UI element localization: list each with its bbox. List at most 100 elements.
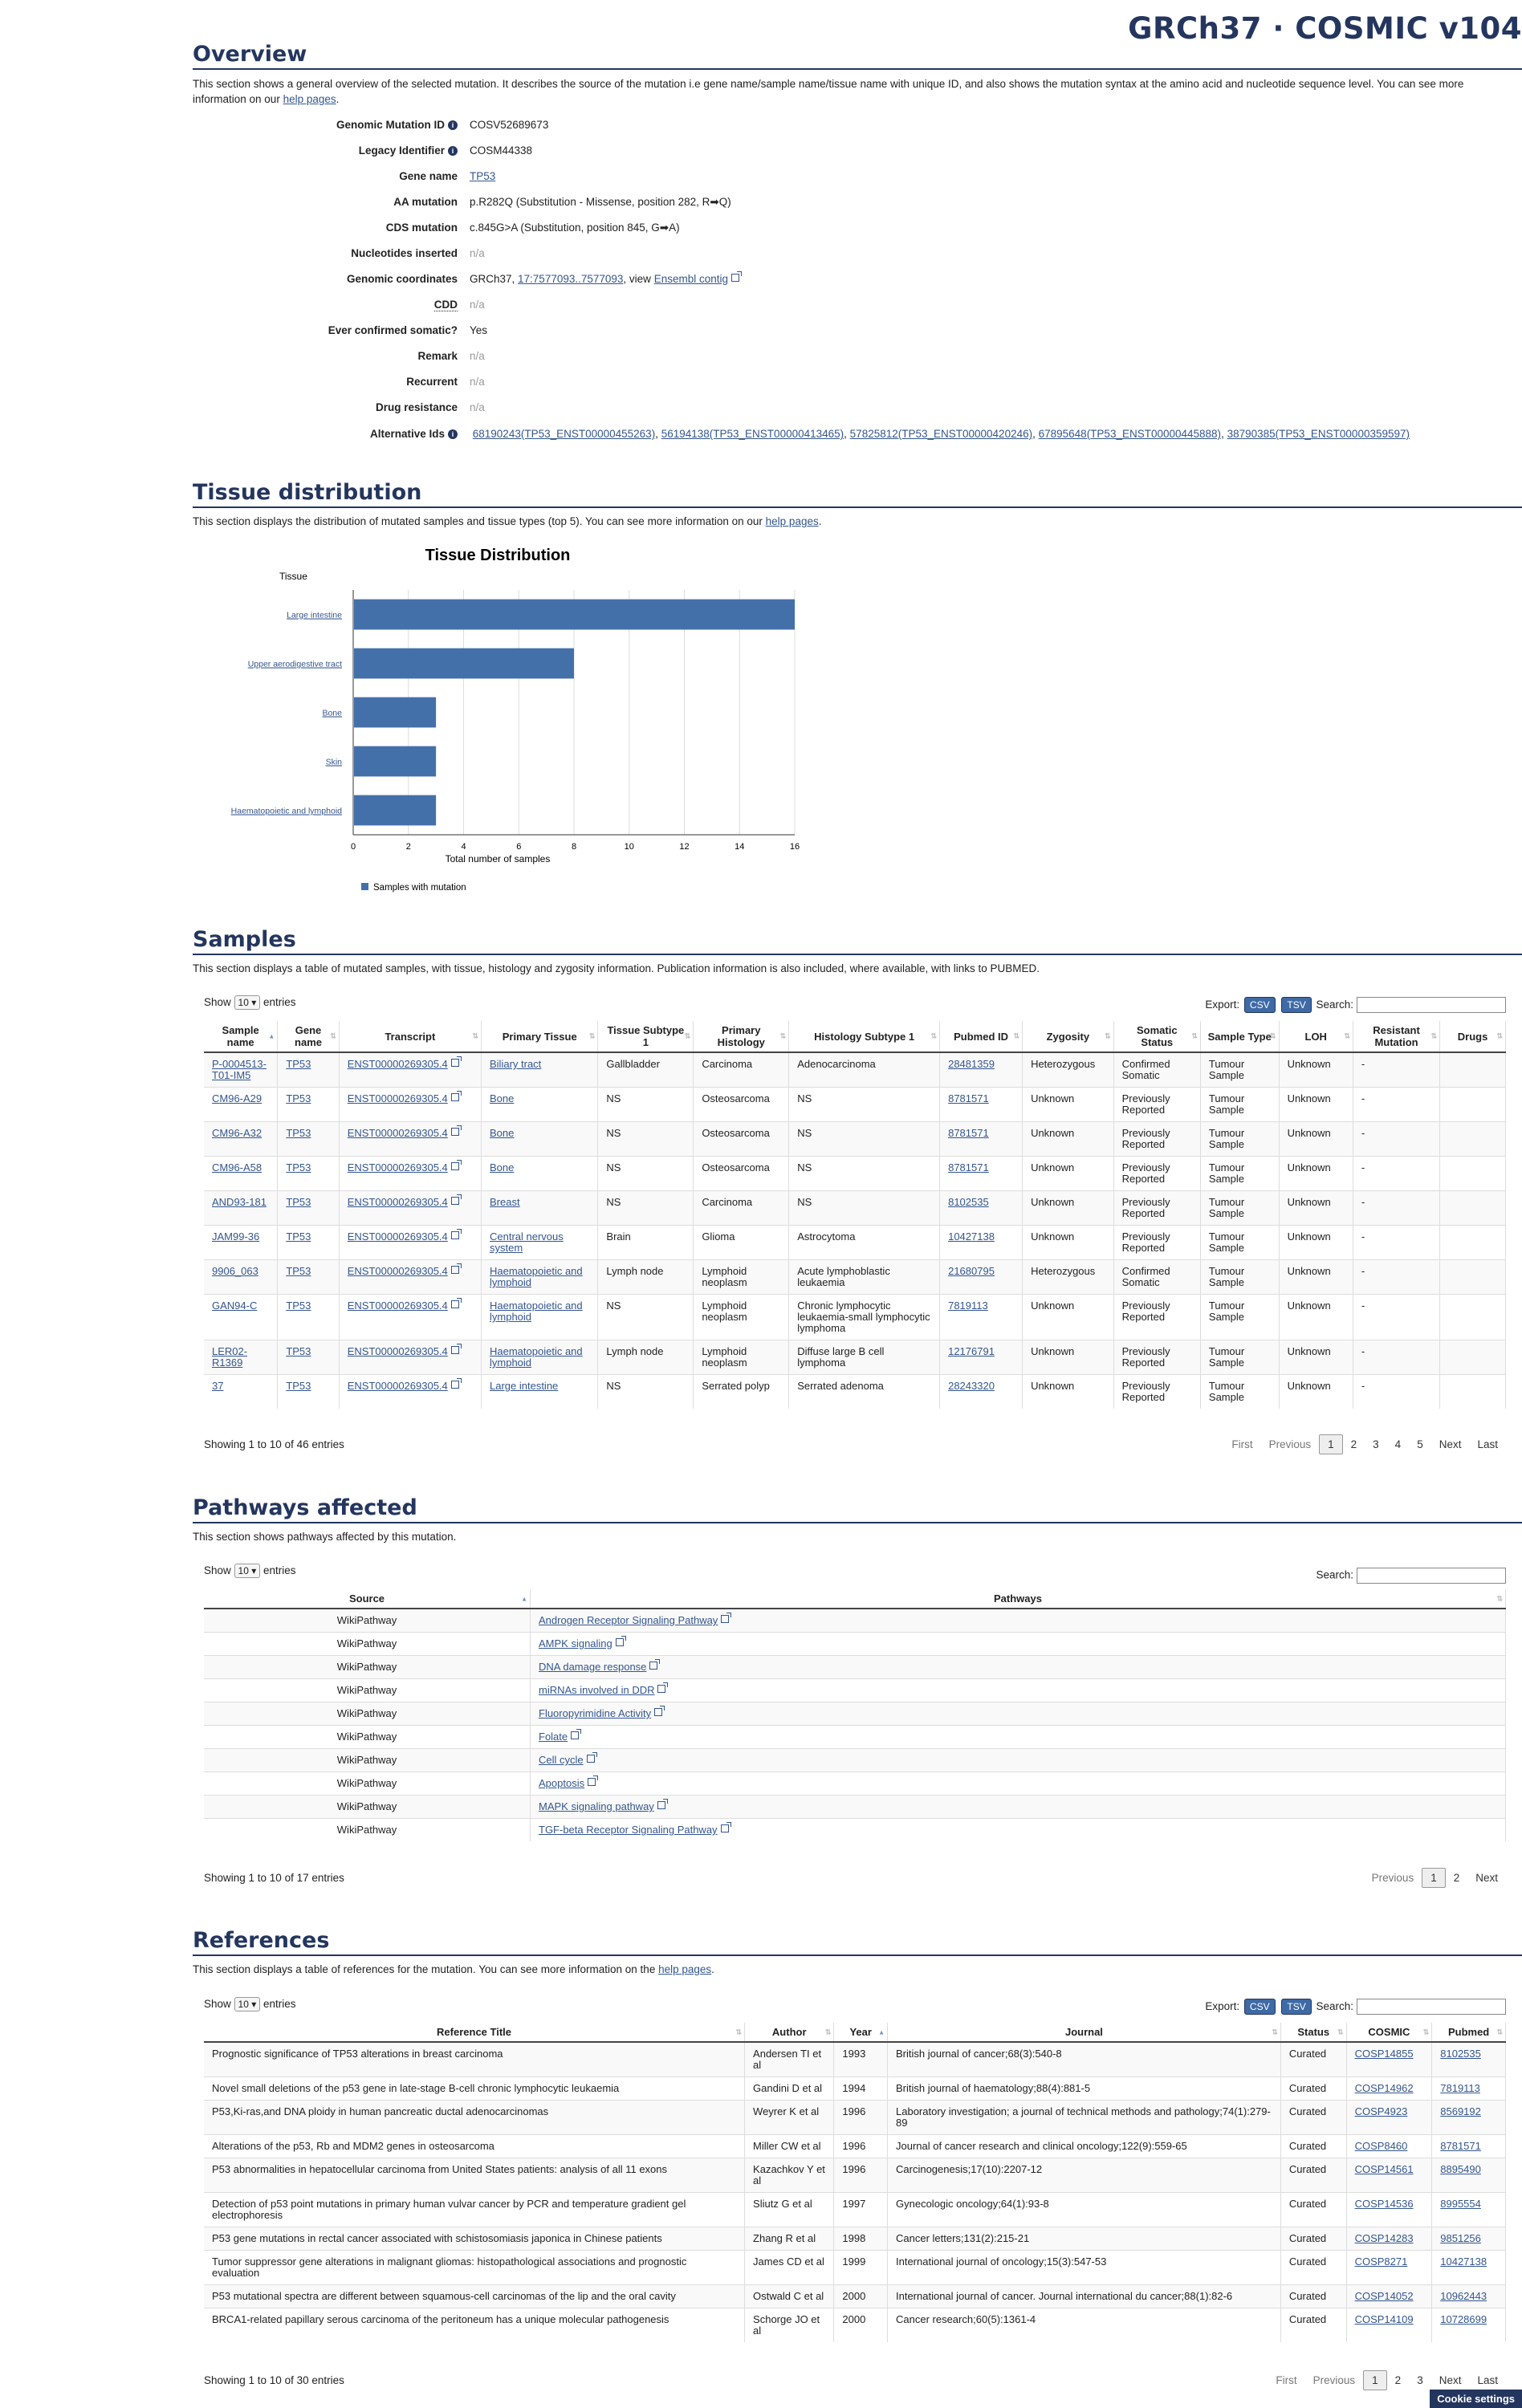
transcript-link[interactable]: ENST00000269305.4 xyxy=(347,1230,448,1243)
column-header[interactable]: Pubmed ID xyxy=(939,1021,1023,1053)
gene-name-link[interactable]: TP53 xyxy=(286,1127,311,1139)
pubmed-id-link[interactable]: 28243320 xyxy=(948,1380,995,1392)
pubmed-id-link[interactable]: 21680795 xyxy=(948,1265,995,1277)
samples-search-input[interactable] xyxy=(1357,997,1506,1014)
transcript-link[interactable]: ENST00000269305.4 xyxy=(347,1196,448,1208)
pathway-link[interactable]: Fluoropyrimidine Activity xyxy=(539,1707,652,1719)
transcript-link[interactable]: ENST00000269305.4 xyxy=(347,1345,448,1357)
page-button[interactable]: Next xyxy=(1439,2374,1462,2386)
pubmed-id-link[interactable]: 10962443 xyxy=(1440,2290,1487,2302)
references-search-input[interactable] xyxy=(1357,1999,1506,2015)
samples-tsv-button[interactable]: TSV xyxy=(1281,997,1312,1013)
page-button[interactable]: Next xyxy=(1475,1872,1498,1884)
gene-name-link[interactable]: TP53 xyxy=(286,1300,311,1312)
column-header[interactable]: Zygosity xyxy=(1022,1021,1114,1053)
primary-tissue-link[interactable]: Breast xyxy=(490,1196,520,1208)
column-header[interactable]: Gene name xyxy=(277,1021,340,1053)
alt-id-link[interactable]: 68190243(TP53_ENST00000455263) xyxy=(472,428,656,440)
primary-tissue-link[interactable]: Central nervous system xyxy=(490,1230,564,1254)
column-header[interactable]: Histology Subtype 1 xyxy=(788,1021,941,1053)
page-button[interactable]: 4 xyxy=(1394,1438,1402,1450)
references-tsv-button[interactable]: TSV xyxy=(1281,1999,1312,2015)
pathway-link[interactable]: Cell cycle xyxy=(539,1754,584,1766)
genomic-coordinates-link[interactable]: 17:7577093..7577093 xyxy=(518,273,624,285)
bar[interactable] xyxy=(354,648,574,679)
references-csv-button[interactable]: CSV xyxy=(1243,1999,1276,2015)
page-button[interactable]: Next xyxy=(1439,1438,1462,1450)
samples-csv-button[interactable]: CSV xyxy=(1243,997,1276,1013)
column-header[interactable]: Status xyxy=(1280,2023,1347,2043)
pathway-link[interactable]: Apoptosis xyxy=(539,1777,585,1789)
primary-tissue-link[interactable]: Biliary tract xyxy=(490,1058,542,1070)
column-header[interactable]: Sample Type xyxy=(1200,1021,1280,1053)
page-button[interactable]: First xyxy=(1276,2374,1297,2386)
gene-name-link[interactable]: TP53 xyxy=(286,1345,311,1357)
column-header[interactable]: Author xyxy=(744,2023,835,2043)
page-button[interactable]: Last xyxy=(1477,1438,1498,1450)
info-icon[interactable]: i xyxy=(448,429,458,439)
column-header[interactable]: LOH xyxy=(1279,1021,1353,1053)
pathway-link[interactable]: AMPK signaling xyxy=(539,1637,612,1649)
pubmed-id-link[interactable]: 7819113 xyxy=(1440,2082,1480,2094)
pubmed-id-link[interactable]: 8781571 xyxy=(1440,2140,1481,2152)
tissue-help-link[interactable]: help pages xyxy=(765,515,819,527)
alt-id-link[interactable]: 57825812(TP53_ENST00000420246) xyxy=(849,428,1033,440)
sample-name-link[interactable]: P-0004513-T01-IM5 xyxy=(212,1058,267,1081)
column-header[interactable]: Tissue Subtype 1 xyxy=(597,1021,694,1053)
primary-tissue-link[interactable]: Haematopoietic and lymphoid xyxy=(490,1300,583,1323)
gene-name-link[interactable]: TP53 xyxy=(286,1230,311,1243)
transcript-link[interactable]: ENST00000269305.4 xyxy=(347,1127,448,1139)
sample-name-link[interactable]: 37 xyxy=(212,1380,224,1392)
pubmed-id-link[interactable]: 28481359 xyxy=(948,1058,995,1070)
page-button[interactable]: 3 xyxy=(1417,2374,1423,2386)
column-header[interactable]: Sample name xyxy=(204,1021,279,1053)
page-button[interactable]: 5 xyxy=(1417,1438,1423,1450)
column-header[interactable]: Transcript xyxy=(339,1021,482,1053)
transcript-link[interactable]: ENST00000269305.4 xyxy=(347,1058,448,1070)
column-header[interactable]: Pathways xyxy=(530,1589,1506,1609)
primary-tissue-link[interactable]: Bone xyxy=(490,1092,515,1104)
cosmic-id-link[interactable]: COSP14536 xyxy=(1354,2198,1414,2210)
page-button[interactable]: Previous xyxy=(1268,1438,1312,1450)
pubmed-id-link[interactable]: 8102535 xyxy=(948,1196,989,1208)
category-label[interactable]: Upper aerodigestive tract xyxy=(248,660,342,669)
column-header[interactable]: Source xyxy=(204,1589,531,1609)
column-header[interactable]: Reference Title xyxy=(204,2023,746,2043)
page-button[interactable]: 2 xyxy=(1453,1872,1460,1884)
sample-name-link[interactable]: CM96-A58 xyxy=(212,1161,262,1173)
pubmed-id-link[interactable]: 10728699 xyxy=(1440,2313,1487,2325)
cosmic-id-link[interactable]: COSP4923 xyxy=(1354,2105,1408,2117)
primary-tissue-link[interactable]: Bone xyxy=(490,1161,515,1173)
pathway-link[interactable]: DNA damage response xyxy=(539,1661,647,1673)
category-label[interactable]: Bone xyxy=(322,709,342,718)
gene-name-link[interactable]: TP53 xyxy=(286,1058,311,1070)
pathway-link[interactable]: Androgen Receptor Signaling Pathway xyxy=(539,1614,718,1626)
bar[interactable] xyxy=(354,599,795,630)
overview-help-link[interactable]: help pages xyxy=(283,93,336,105)
pathway-link[interactable]: TGF-beta Receptor Signaling Pathway xyxy=(539,1824,718,1836)
pathway-link[interactable]: miRNAs involved in DDR xyxy=(539,1684,655,1696)
pubmed-id-link[interactable]: 12176791 xyxy=(948,1345,995,1357)
references-help-link[interactable]: help pages xyxy=(658,1963,712,1975)
pathways-entries-select[interactable]: 10 ▾ xyxy=(234,1564,261,1578)
sample-name-link[interactable]: CM96-A29 xyxy=(212,1092,262,1104)
pubmed-id-link[interactable]: 10427138 xyxy=(1440,2255,1487,2268)
category-label[interactable]: Large intestine xyxy=(287,611,342,620)
sample-name-link[interactable]: CM96-A32 xyxy=(212,1127,262,1139)
column-header[interactable]: Primary Tissue xyxy=(481,1021,599,1053)
bar[interactable] xyxy=(354,795,437,826)
primary-tissue-link[interactable]: Large intestine xyxy=(490,1380,559,1392)
gene-name-link[interactable]: TP53 xyxy=(286,1161,311,1173)
sample-name-link[interactable]: 9906_063 xyxy=(212,1265,258,1277)
page-button[interactable]: Last xyxy=(1477,2374,1498,2386)
pathways-search-input[interactable] xyxy=(1357,1568,1506,1584)
pubmed-id-link[interactable]: 8781571 xyxy=(948,1127,989,1139)
sample-name-link[interactable]: AND93-181 xyxy=(212,1196,267,1208)
gene-name-link[interactable]: TP53 xyxy=(286,1265,311,1277)
column-header[interactable]: COSMIC xyxy=(1346,2023,1433,2043)
info-icon[interactable]: i xyxy=(448,120,458,130)
page-button[interactable]: 2 xyxy=(1394,2374,1402,2386)
sample-name-link[interactable]: GAN94-C xyxy=(212,1300,258,1312)
column-header[interactable]: Somatic Status xyxy=(1113,1021,1201,1053)
alt-id-link[interactable]: 38790385(TP53_ENST00000359597) xyxy=(1227,428,1410,440)
